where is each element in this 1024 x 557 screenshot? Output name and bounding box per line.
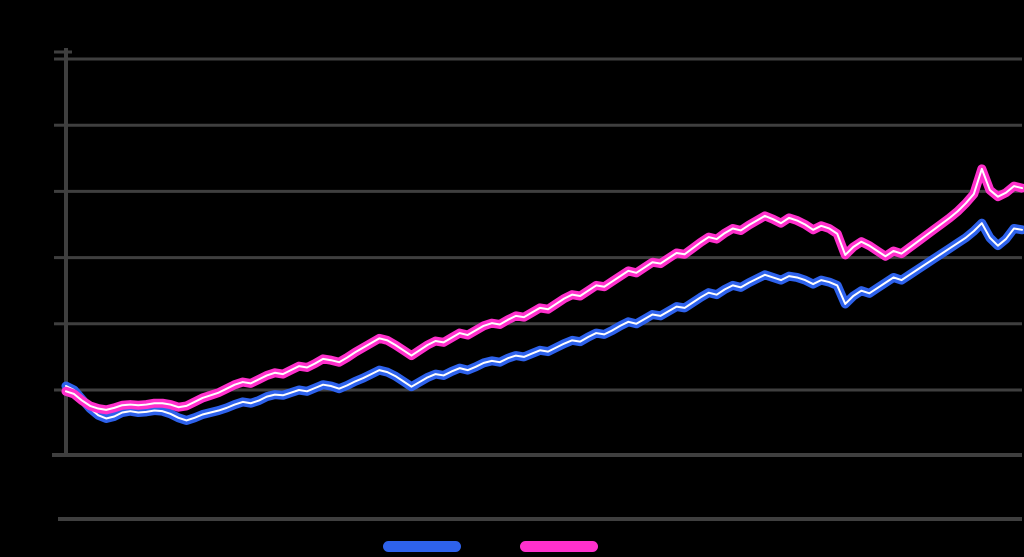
series-lines (61, 164, 1024, 425)
chart-legend (0, 519, 1024, 557)
series-line-highlight-1 (65, 167, 1023, 411)
legend-series-2-swatch (520, 540, 598, 552)
legend-series-2[interactable] (520, 536, 606, 556)
legend-series-1-swatch (383, 540, 461, 552)
gridlines (54, 57, 1022, 392)
series-line-highlight-0 (65, 222, 1023, 422)
legend-series-1[interactable] (383, 536, 469, 556)
